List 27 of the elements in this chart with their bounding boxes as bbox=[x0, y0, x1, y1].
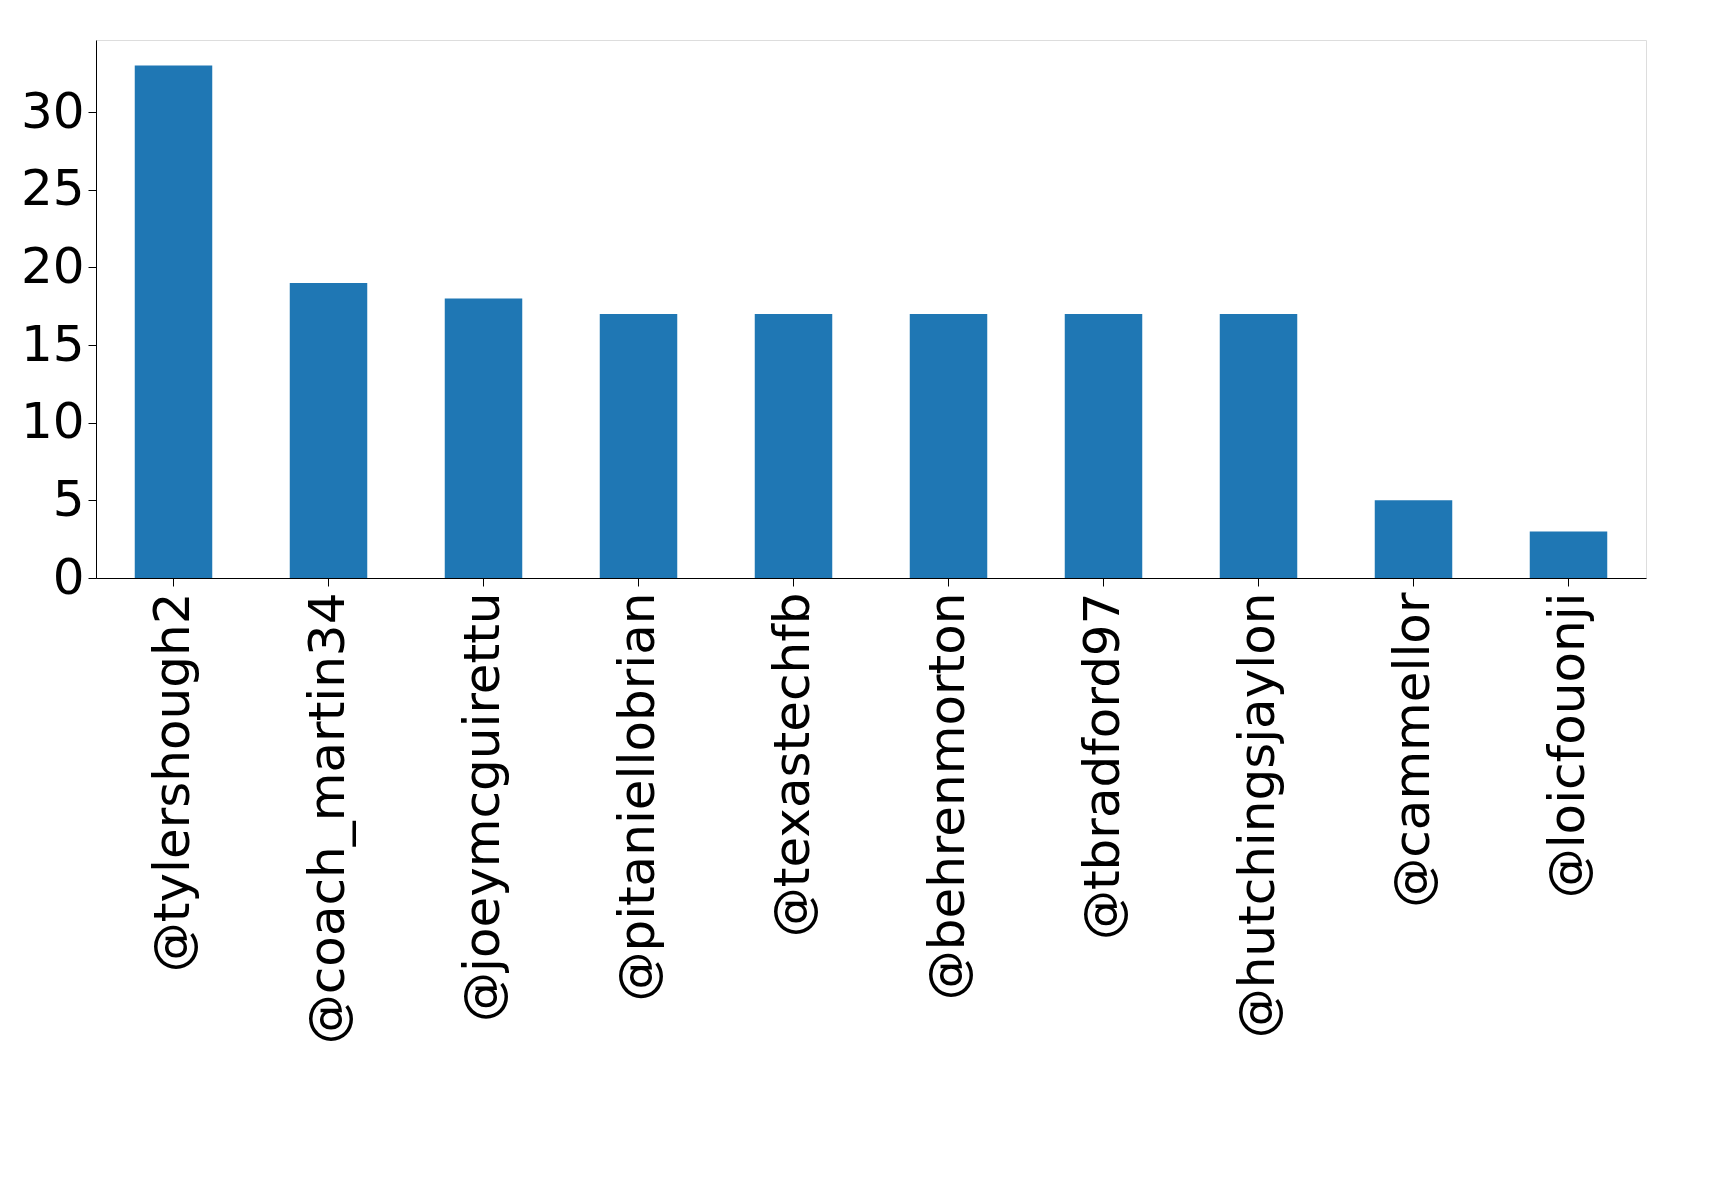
y-tick-label: 30 bbox=[20, 81, 85, 140]
bar bbox=[1374, 500, 1453, 578]
x-tick-label: @joeymcguirettu bbox=[452, 592, 511, 1022]
bar bbox=[909, 314, 988, 578]
y-tick-label: 20 bbox=[20, 236, 85, 295]
x-tick-label: @loicfouonji bbox=[1537, 592, 1596, 899]
x-tick-label: @tbradford97 bbox=[1072, 592, 1131, 941]
x-tick-label: @tylershough2 bbox=[142, 592, 201, 973]
bar bbox=[1529, 531, 1608, 578]
bar bbox=[289, 282, 368, 578]
bar bbox=[1064, 314, 1143, 578]
bar bbox=[134, 65, 213, 578]
y-tick-label: 25 bbox=[20, 159, 85, 218]
x-tick-label: @cammellor bbox=[1382, 592, 1441, 908]
x-tick-label: @hutchingsjaylon bbox=[1227, 592, 1286, 1039]
bar bbox=[754, 314, 833, 578]
x-tick-label: @behrenmorton bbox=[917, 592, 976, 1001]
y-tick-label: 5 bbox=[52, 469, 85, 528]
y-tick-label: 10 bbox=[20, 392, 85, 451]
x-tick-label: @coach_martin34 bbox=[297, 592, 356, 1045]
x-tick-label: @texastechfb bbox=[762, 592, 821, 938]
x-tick-label: @pitaniellobrian bbox=[607, 592, 666, 1002]
y-tick-label: 0 bbox=[52, 547, 85, 606]
bar bbox=[1219, 314, 1298, 578]
y-tick-label: 15 bbox=[20, 314, 85, 373]
bar bbox=[444, 298, 523, 578]
bar bbox=[599, 314, 678, 578]
